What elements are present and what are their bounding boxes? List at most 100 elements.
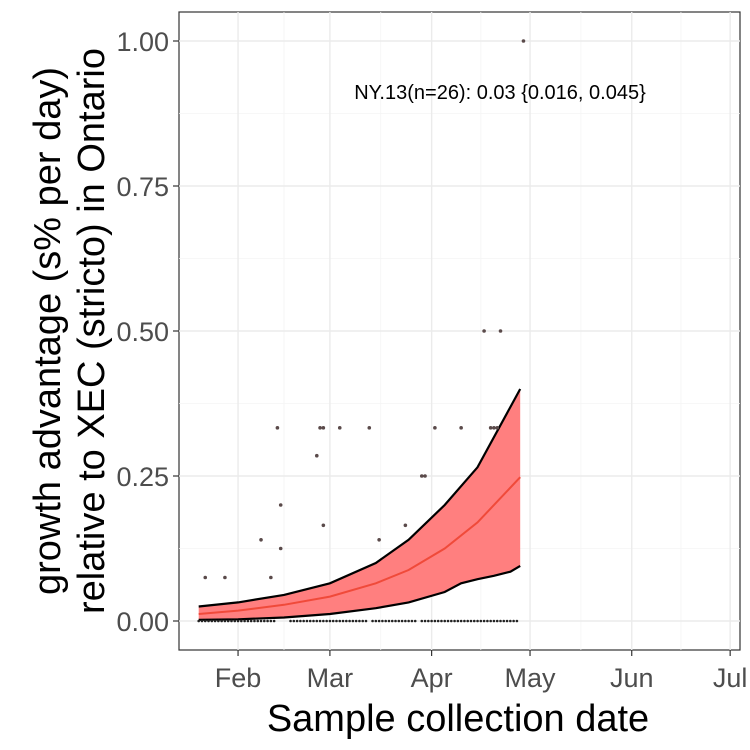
zero-observation-point (328, 619, 332, 623)
zero-observation-point (463, 619, 466, 623)
zero-observation-point (404, 619, 407, 623)
zero-observation-point (331, 619, 335, 623)
zero-observation-point (253, 619, 256, 623)
zero-observation-point (230, 619, 233, 623)
zero-observation-point (217, 619, 220, 623)
zero-observation-point (505, 619, 509, 623)
zero-observation-point (345, 619, 348, 623)
zero-observation-point (262, 619, 266, 623)
observation-point (314, 453, 319, 458)
x-tick-label: Feb (215, 663, 262, 693)
zero-observation-point (436, 619, 440, 623)
zero-observation-point (387, 619, 391, 623)
zero-observation-point (315, 619, 319, 623)
zero-observation-point (374, 619, 378, 623)
zero-observation-point (472, 619, 476, 623)
zero-observation-point (384, 619, 387, 623)
fit-line (198, 476, 521, 615)
zero-observation-point (413, 619, 417, 623)
observation-point (488, 426, 493, 430)
zero-observation-point (515, 619, 519, 623)
observation-point (521, 39, 526, 43)
observation-point (459, 426, 463, 430)
zero-observation-point (272, 619, 276, 623)
zero-observation-point (341, 619, 345, 623)
zero-observation-point (509, 619, 512, 623)
zero-observation-point (400, 619, 404, 623)
y-axis-ticks: 0.00 0.25 0.50 0.75 1.00 (116, 27, 179, 637)
y-axis-title-line1: growth advantage (s% per day) (27, 67, 69, 595)
zero-observation-point (249, 619, 253, 623)
confidence-ribbon (198, 389, 521, 620)
zero-observation-point (335, 619, 338, 623)
zero-observation-point (410, 619, 414, 623)
zero-observation-point (348, 619, 351, 623)
zero-observation-point (427, 619, 430, 623)
zero-observation-point (358, 619, 361, 623)
observation-points (203, 39, 526, 580)
zero-observation-point (266, 619, 269, 623)
observation-point (259, 538, 263, 542)
zero-observation-point (397, 619, 401, 623)
observation-point (269, 575, 273, 580)
zero-observation-point (223, 619, 227, 623)
zero-observation-point (312, 619, 315, 623)
y-axis-title-line2: relative to XEC (stricto) in Ontario (71, 48, 113, 614)
observation-point (321, 523, 326, 528)
zero-observation-point (318, 619, 322, 623)
zero-observation-point (299, 619, 302, 623)
x-axis-ticks: Feb Mar Apr May Jun Jul (215, 650, 748, 693)
zero-observation-point (236, 619, 240, 623)
zero-observation-point (207, 619, 210, 623)
zero-observation-point (226, 619, 230, 623)
zero-observation-point (407, 619, 410, 623)
zero-observation-point (456, 619, 460, 623)
zero-observation-point (423, 619, 427, 623)
zero-observation-point (453, 619, 456, 623)
zero-observation-point (240, 619, 243, 623)
zero-observation-point (449, 619, 453, 623)
zero-observation-point (292, 619, 296, 623)
zero-observation-point (377, 619, 381, 623)
observation-point (321, 426, 326, 430)
observation-point (367, 426, 372, 430)
observation-point (203, 575, 208, 580)
zero-observation-point (394, 619, 397, 623)
x-tick-label: Apr (411, 663, 453, 693)
zero-observation-point (466, 619, 470, 623)
zero-observation-point (446, 619, 450, 623)
zero-observation-point (433, 619, 437, 623)
zero-observation-point (351, 619, 355, 623)
zero-observation-point (246, 619, 250, 623)
zero-observation-point (220, 619, 223, 623)
observation-point (482, 329, 486, 333)
zero-observation-point (364, 619, 368, 623)
zero-observation-point (492, 619, 496, 623)
observation-point (423, 474, 427, 478)
zero-observation-point (325, 619, 328, 623)
zero-observation-points (197, 619, 519, 623)
observation-point (318, 426, 322, 430)
observation-point (278, 503, 283, 507)
zero-observation-point (305, 619, 309, 623)
zero-observation-point (269, 619, 273, 623)
zero-observation-point (430, 619, 433, 623)
y-tick-label: 0.50 (116, 317, 169, 347)
observation-point (377, 538, 381, 542)
zero-observation-point (512, 619, 515, 623)
x-tick-label: Mar (307, 663, 354, 693)
zero-observation-point (210, 619, 214, 623)
zero-observation-point (440, 619, 443, 623)
zero-observation-point (197, 619, 200, 623)
zero-observation-point (420, 619, 424, 623)
x-tick-label: Jul (713, 663, 748, 693)
zero-observation-point (213, 619, 217, 623)
zero-observation-point (200, 619, 204, 623)
observation-point (492, 426, 496, 430)
upper-bound-line (198, 388, 522, 608)
zero-observation-point (259, 619, 263, 623)
zero-observation-point (354, 619, 358, 623)
zero-observation-point (338, 619, 342, 623)
x-axis-title: Sample collection date (267, 698, 649, 740)
